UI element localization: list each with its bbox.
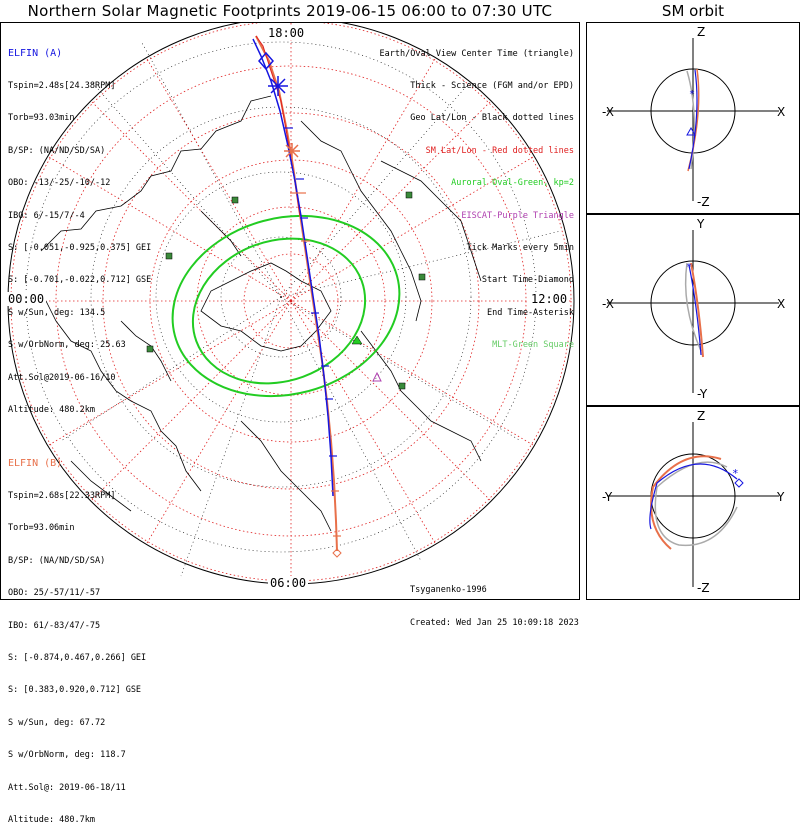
axis-label-top: Z	[697, 409, 706, 423]
legend-item: Thick - Science (FGM and/or EPD)	[410, 80, 574, 91]
elfin-a-line: S w/Sun, deg: 134.5	[8, 307, 106, 318]
axis-label-left: -X	[602, 105, 614, 119]
elfin-b-line: S: [0.383,0.920,0.712] GSE	[8, 685, 142, 696]
elfin-a-line: Att.Sol@2019-06-16/10	[8, 372, 116, 383]
orbit-title: SM orbit	[661, 2, 725, 20]
elfin-a-track	[252, 38, 334, 497]
coastlines	[40, 95, 482, 532]
axis-label-right: Y	[777, 490, 785, 504]
legend-item: Geo Lat/Lon - Black dotted lines	[410, 113, 574, 124]
axis-label-bottom: -Z	[697, 581, 710, 595]
mlt-label-left: 00:00	[6, 292, 47, 306]
orbit-plot-yz: *	[607, 422, 779, 587]
axis-label-bottom: -Z	[697, 195, 710, 209]
elfin-a-line: S w/OrbNorm, deg: 25.63	[8, 340, 126, 351]
mlt-label-right: 12:00	[529, 292, 570, 306]
axis-label-right: X	[777, 105, 786, 119]
elfin-a-info: ELFIN (A) Tspin=2.48s[24.38RPM] Torb=93.…	[8, 27, 151, 426]
axis-label-left: -Y	[602, 490, 613, 504]
legend-item: MLT-Green Square	[492, 340, 574, 351]
elfin-b-line: Torb=93.06min	[8, 523, 75, 534]
svg-text:*: *	[686, 262, 692, 273]
legend-item: Auroral Oval-Green, kp=2	[451, 178, 574, 189]
elfin-a-line: S: [-0.051,-0.925,0.375] GEI	[8, 242, 152, 253]
elfin-b-start-diamond	[332, 548, 342, 558]
axis-label-top: Y	[697, 217, 705, 231]
elfin-b-track-thin	[255, 35, 301, 217]
footer: Tsyganenko-1996 Created: Wed Jan 25 10:0…	[410, 563, 579, 640]
legend-item: SM Lat/Lon - Red dotted lines	[425, 145, 574, 156]
svg-text:*: *	[732, 467, 739, 480]
legend-item: End Time-Asterisk	[487, 307, 574, 318]
elfin-b-line: S w/Sun, deg: 67.72	[8, 717, 106, 728]
elfin-b-line: Att.Sol@: 2019-06-18/11	[8, 782, 126, 793]
eiscat-triangle	[372, 371, 382, 382]
mlt-squares	[146, 191, 426, 390]
elfin-a-line: Torb=93.03min	[8, 113, 75, 124]
elfin-a-start-diamond	[258, 51, 274, 71]
elfin-b-end-asterisk	[284, 143, 300, 159]
elfin-a-line: Tspin=2.48s[24.38RPM]	[8, 80, 116, 91]
axis-label-right: X	[777, 297, 786, 311]
elfin-a-line: S: [-0.701,-0.022,0.712] GSE	[8, 275, 152, 286]
orbit-plot-xz: *	[607, 38, 779, 201]
elfin-b-line: OBO: 25/-57/11/-57	[8, 588, 101, 599]
created-label: Created: Wed Jan 25 10:09:18 2023	[410, 618, 579, 628]
elfin-a-line: OBO: -13/-25/-10/-12	[8, 178, 111, 189]
elfin-b-line: B/SP: (NA/ND/SD/SA)	[8, 555, 106, 566]
elfin-a-header: ELFIN (A)	[8, 47, 63, 59]
elfin-b-ticks	[290, 192, 341, 537]
elfin-a-line: Altitude: 480.2km	[8, 404, 95, 415]
elfin-b-line: S: [-0.874,0.467,0.266] GEI	[8, 652, 147, 663]
elfin-a-line: B/SP: (NA/ND/SD/SA)	[8, 145, 106, 156]
view-center-triangle	[351, 335, 363, 345]
elfin-b-line: Altitude: 480.7km	[8, 814, 95, 825]
axis-label-bottom: -Y	[697, 387, 708, 401]
model-label: Tsyganenko-1996	[410, 585, 487, 595]
legend-item: EISCAT-Purple Triangle	[461, 210, 574, 221]
legend: Earth/Oval View Center Time (triangle) T…	[380, 27, 574, 362]
orbit-panel-xy: * -X X Y -Y	[586, 214, 800, 406]
elfin-b-track	[255, 35, 338, 552]
legend-item: Start Time-Diamond	[481, 275, 574, 286]
auroral-oval	[171, 214, 401, 398]
svg-text:*: *	[689, 89, 695, 100]
mlt-label-top: 18:00	[266, 26, 307, 40]
plot-title: Northern Solar Magnetic Footprints 2019-…	[27, 2, 553, 20]
elfin-b-line: S w/OrbNorm, deg: 118.7	[8, 750, 126, 761]
mlt-label-bottom: 06:00	[268, 576, 309, 590]
elfin-b-header: ELFIN (B)	[8, 457, 63, 469]
legend-item: Tick Marks every 5min	[466, 242, 574, 253]
elfin-b-info: ELFIN (B) Tspin=2.68s[22.33RPM] Torb=93.…	[8, 437, 146, 836]
elfin-b-line: Tspin=2.68s[22.33RPM]	[8, 490, 116, 501]
elfin-a-end-asterisk	[268, 76, 288, 96]
elfin-b-line: IBO: 61/-83/47/-75	[8, 620, 101, 631]
legend-item: Earth/Oval View Center Time (triangle)	[379, 48, 574, 59]
axis-label-top: Z	[697, 25, 706, 39]
orbit-panel-xz: * -X X Z -Z	[586, 22, 800, 214]
sm-grid	[9, 19, 573, 583]
orbit-panel-yz: * -Y Y Z -Z	[586, 406, 800, 600]
elfin-a-line: IBO: 6/-15/7/-4	[8, 210, 85, 221]
orbit-plot-xy: *	[607, 230, 779, 393]
elfin-a-ticks	[284, 127, 337, 457]
axis-label-left: -X	[602, 297, 614, 311]
